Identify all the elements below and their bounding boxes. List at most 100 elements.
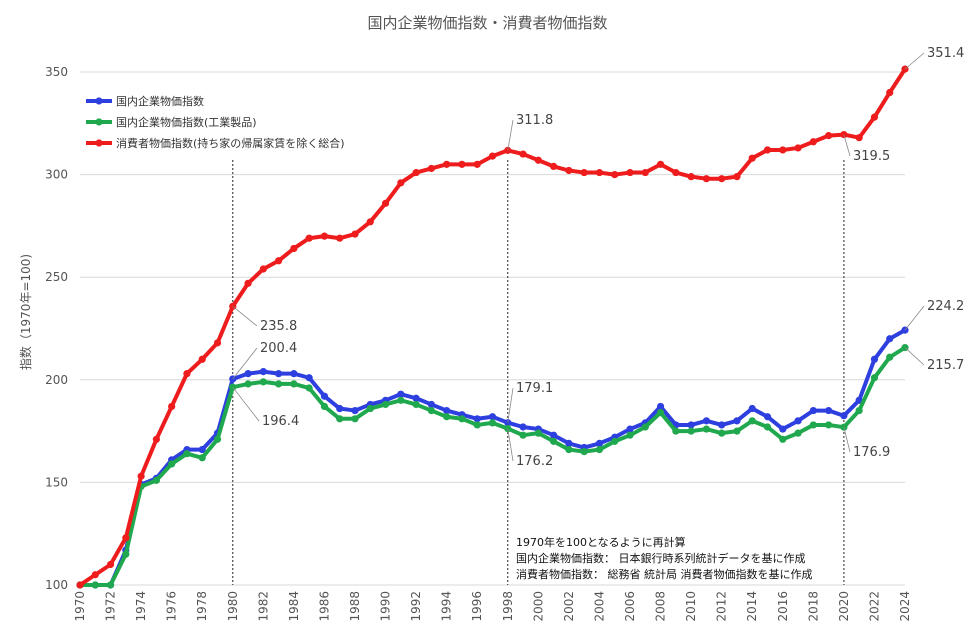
point-2-1989 xyxy=(366,218,374,226)
point-2-1974 xyxy=(137,472,145,480)
point-0-1997 xyxy=(488,413,497,421)
point-0-2018 xyxy=(809,406,817,415)
leader-line-10 xyxy=(904,347,925,366)
point-1-2015 xyxy=(763,423,772,431)
legend-marker-0 xyxy=(95,97,103,105)
value-label-3: 311.8 xyxy=(516,113,553,128)
point-1-1999 xyxy=(519,431,527,439)
point-2-2001 xyxy=(550,162,558,170)
point-0-2011 xyxy=(702,417,710,425)
note-line-1: 国内企業物価指数： 日本銀行時系列統計データを基に作成 xyxy=(516,551,806,565)
value-label-8: 351.4 xyxy=(927,46,964,61)
legend-label-1: 国内企業物価指数(工業製品) xyxy=(116,115,257,129)
legend-marker-1 xyxy=(95,118,103,126)
leader-line-7 xyxy=(843,427,851,453)
note-line-0: 1970年を100となるように再計算 xyxy=(516,535,686,549)
point-1-1989 xyxy=(366,404,374,413)
value-label-9: 224.2 xyxy=(927,299,964,314)
point-2-1975 xyxy=(152,435,160,443)
x-tick-2000: 2000 xyxy=(531,591,545,622)
point-1-2004 xyxy=(595,445,604,454)
point-2-2023 xyxy=(886,88,894,97)
point-2-1971 xyxy=(91,571,99,579)
x-tick-2014: 2014 xyxy=(745,591,759,622)
point-0-1978 xyxy=(198,445,206,454)
point-2-1970 xyxy=(76,581,84,589)
point-0-1984 xyxy=(290,370,298,378)
legend-label-0: 国内企業物価指数 xyxy=(116,94,204,108)
point-0-2023 xyxy=(886,335,894,343)
leader-line-0 xyxy=(232,306,258,327)
point-0-1999 xyxy=(519,423,527,431)
point-0-2012 xyxy=(718,421,726,429)
point-0-2008 xyxy=(656,402,665,411)
point-1-1973 xyxy=(122,550,130,558)
x-tick-2004: 2004 xyxy=(592,591,606,622)
point-0-2020 xyxy=(840,412,848,420)
point-2-1986 xyxy=(320,232,329,240)
point-1-2001 xyxy=(550,437,558,445)
point-0-2017 xyxy=(794,417,802,425)
x-tick-1988: 1988 xyxy=(348,591,362,622)
x-tick-2022: 2022 xyxy=(867,591,881,622)
y-axis-label: 指数（1970年=100) xyxy=(18,254,33,370)
y-tick-250: 250 xyxy=(45,270,68,284)
point-2-1982 xyxy=(259,265,267,273)
x-tick-2002: 2002 xyxy=(562,591,576,622)
x-tick-2020: 2020 xyxy=(837,591,851,622)
x-tick-2006: 2006 xyxy=(623,591,637,622)
point-1-1976 xyxy=(168,460,176,468)
point-1-1982 xyxy=(259,378,267,386)
series-layer xyxy=(76,65,909,589)
point-2-2006 xyxy=(626,168,634,177)
point-1-2019 xyxy=(825,421,833,429)
point-0-1994 xyxy=(443,406,451,415)
point-1-1994 xyxy=(443,413,451,421)
point-2-1976 xyxy=(168,402,176,411)
point-1-1972 xyxy=(106,581,115,589)
point-2-2010 xyxy=(687,173,695,181)
point-1-2009 xyxy=(672,427,680,435)
leader-line-4 xyxy=(507,387,514,423)
point-2-2007 xyxy=(641,168,649,177)
point-1-1979 xyxy=(213,435,222,443)
point-0-1983 xyxy=(275,370,283,378)
x-tick-1992: 1992 xyxy=(409,591,423,622)
point-1-2021 xyxy=(855,406,863,415)
point-2-2000 xyxy=(534,156,542,164)
point-2-2013 xyxy=(733,173,741,181)
point-0-2010 xyxy=(687,421,695,429)
note-line-2: 消費者物価指数： 総務省 統計局 消費者物価指数を基に作成 xyxy=(516,567,813,581)
point-1-1996 xyxy=(473,421,481,429)
point-1-2000 xyxy=(534,429,542,437)
point-1-1981 xyxy=(244,380,252,388)
point-1-1977 xyxy=(183,450,191,458)
leader-line-8 xyxy=(904,52,925,70)
point-1-1993 xyxy=(427,406,435,415)
value-label-7: 176.9 xyxy=(853,445,890,460)
point-2-1978 xyxy=(198,355,206,363)
point-2-2005 xyxy=(611,171,619,179)
point-2-2008 xyxy=(656,160,665,168)
point-0-1996 xyxy=(473,415,481,423)
x-tick-1986: 1986 xyxy=(317,591,331,622)
point-1-2011 xyxy=(702,425,710,433)
y-tick-150: 150 xyxy=(45,475,68,489)
series-line-1 xyxy=(80,345,907,587)
y-tick-350: 350 xyxy=(45,65,68,79)
point-1-1990 xyxy=(381,400,390,409)
point-1-1988 xyxy=(351,415,359,423)
point-1-1997 xyxy=(488,419,497,427)
point-2-2003 xyxy=(580,168,588,177)
legend-marker-2 xyxy=(95,139,103,147)
point-0-2013 xyxy=(733,417,741,425)
x-tick-1972: 1972 xyxy=(104,591,118,622)
point-2-2015 xyxy=(763,146,772,154)
point-1-2014 xyxy=(748,417,756,425)
point-0-2002 xyxy=(565,439,573,448)
point-1-2016 xyxy=(779,435,787,443)
point-2-1983 xyxy=(275,257,283,265)
point-0-2016 xyxy=(779,425,787,433)
point-1-2007 xyxy=(641,423,649,431)
